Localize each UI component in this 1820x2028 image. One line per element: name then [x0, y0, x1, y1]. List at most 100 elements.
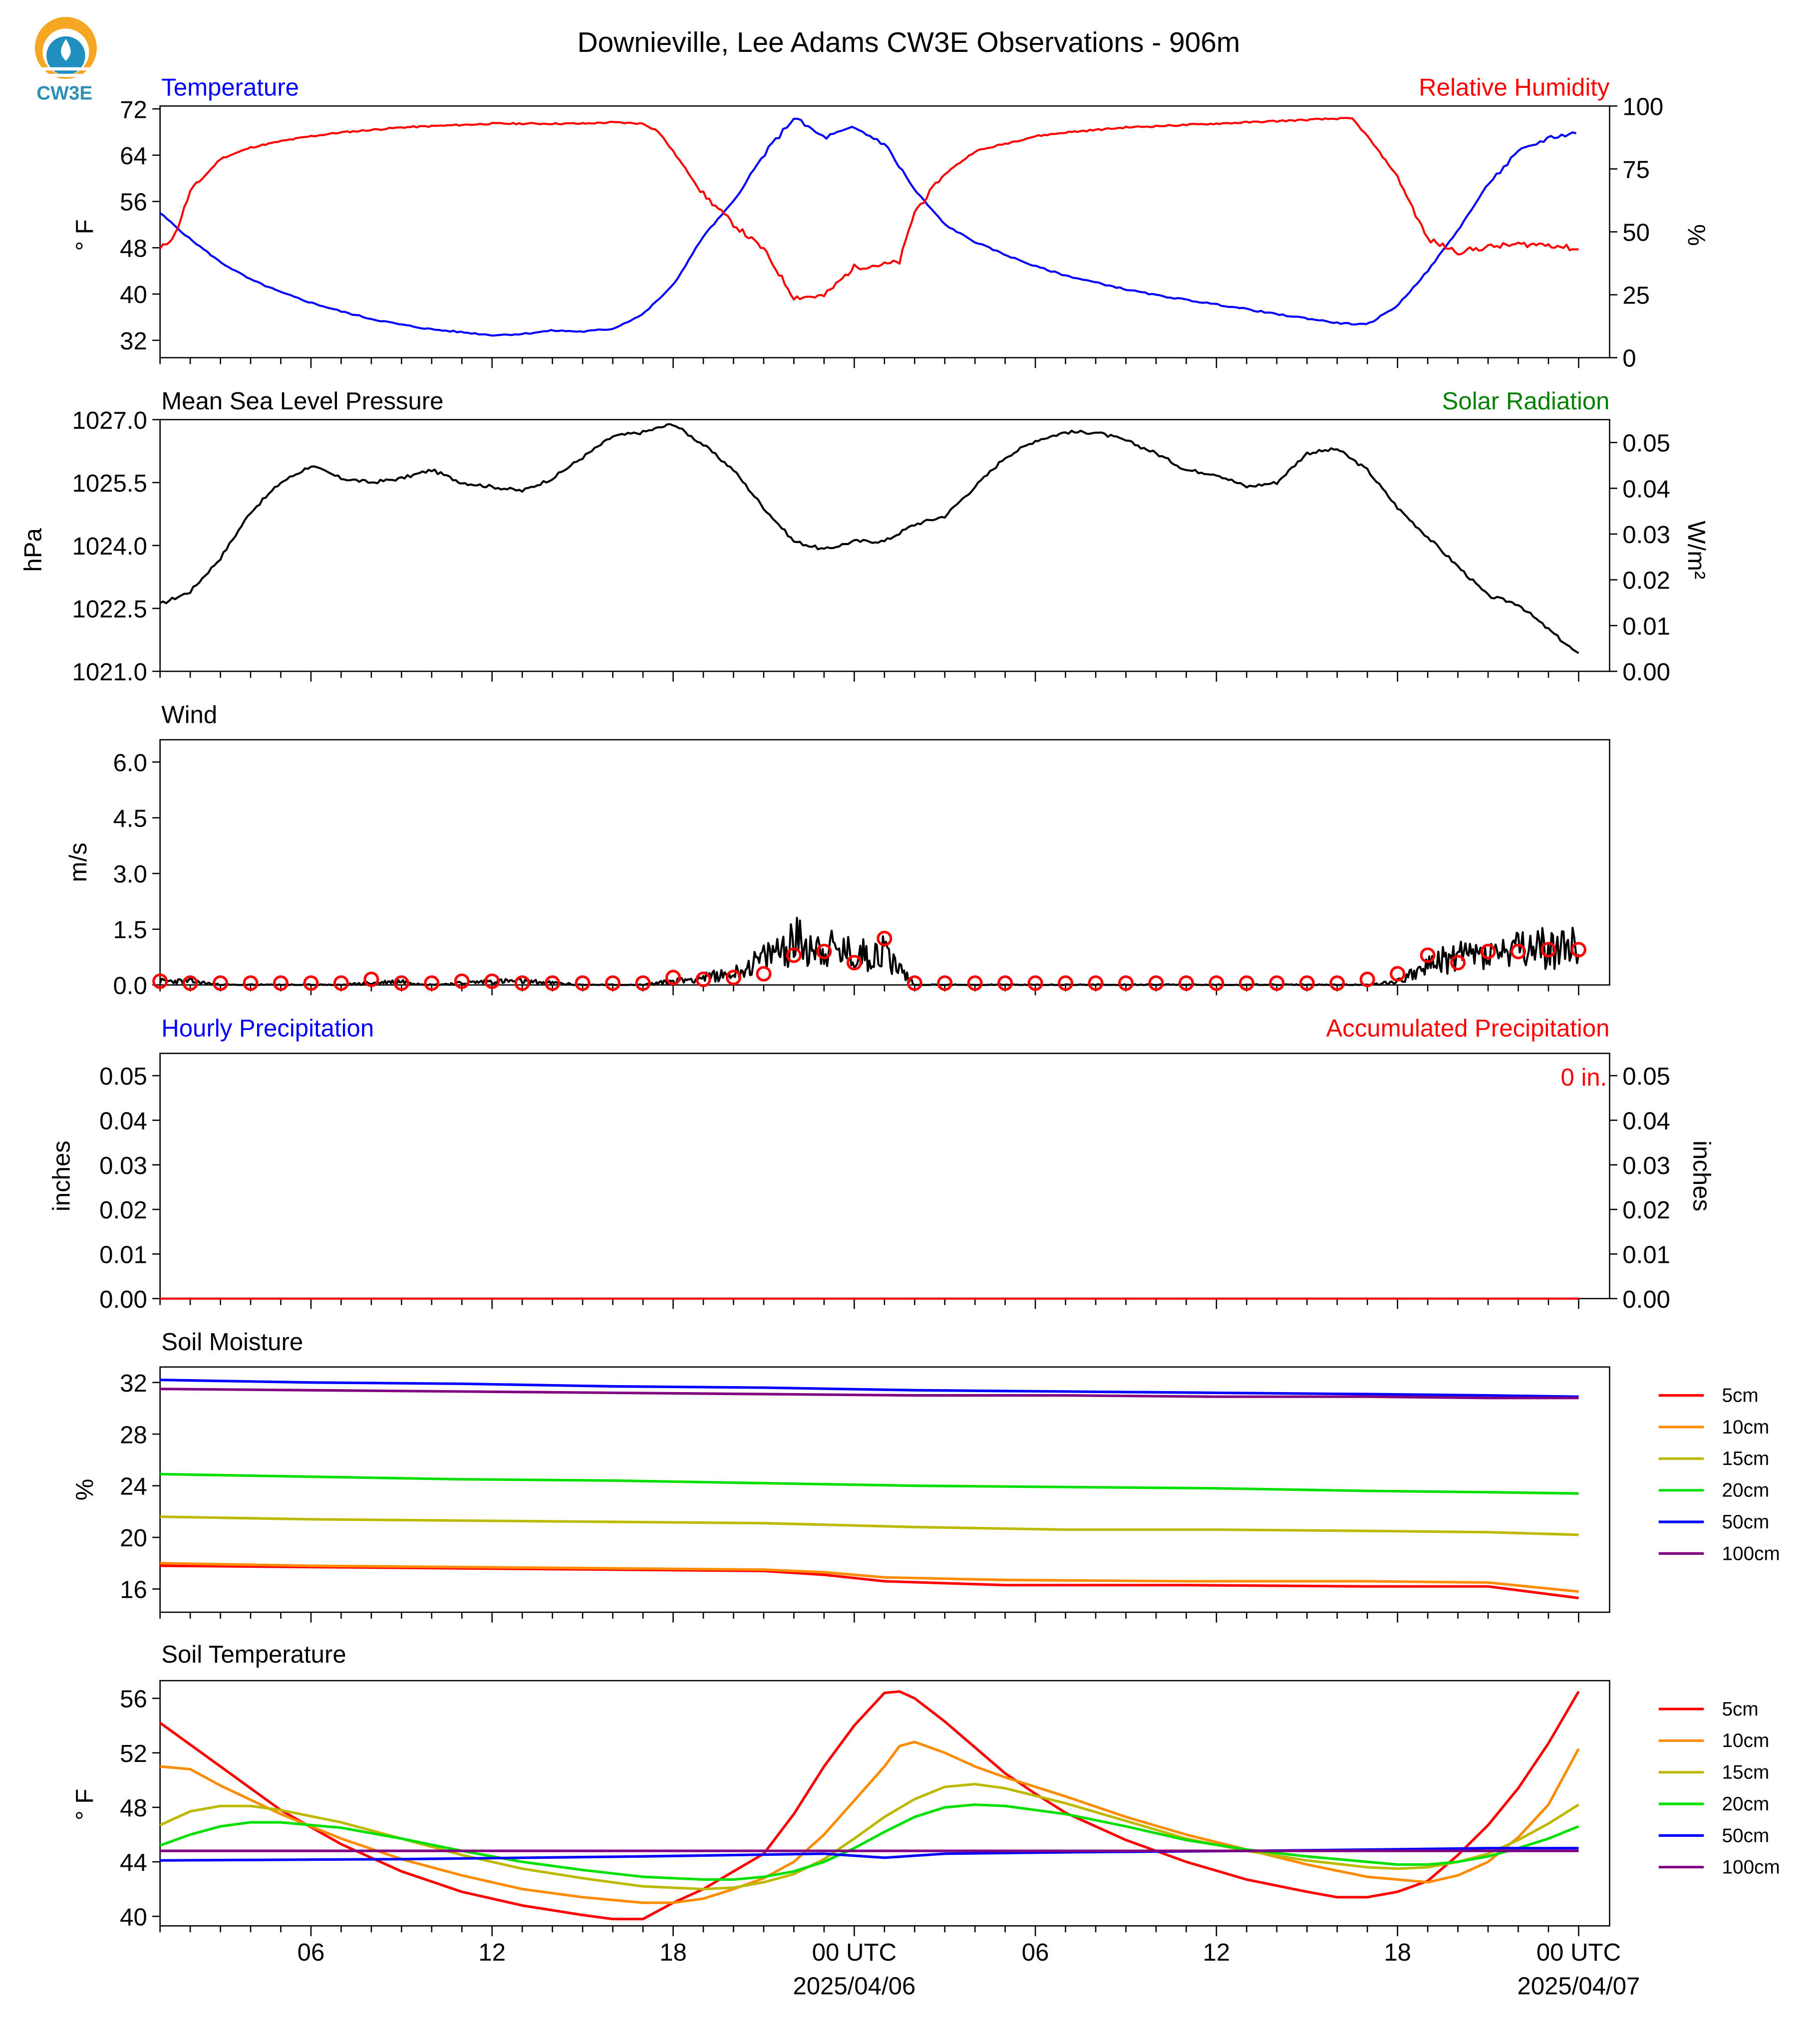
- y-tick-label: 0.02: [99, 1197, 147, 1224]
- y2-tick-label: 0.03: [1622, 1153, 1670, 1179]
- gust-marker: [1027, 975, 1043, 991]
- plot-frame: [159, 419, 1610, 672]
- series-line-20cm: [159, 1803, 1579, 1881]
- y-tick-label: 56: [120, 189, 147, 216]
- series-line-5cm: [159, 1690, 1580, 1921]
- y-tick-label: 40: [120, 1904, 147, 1931]
- y-tick-label: 6.0: [113, 750, 147, 777]
- y-tick-label: 0.00: [99, 1286, 147, 1313]
- plot-frame: [159, 1053, 1610, 1299]
- gust-marker: [1088, 975, 1104, 991]
- page-title: Downieville, Lee Adams CW3E Observations…: [578, 27, 1240, 58]
- x-tick-label: 00 UTC: [1536, 1939, 1621, 1966]
- x-axis-labels: 06 12 18 00 UTC 2025/04/06 06 12 18 00 UTC 2025/0…: [298, 1939, 1640, 2000]
- y-tick-label: 24: [120, 1473, 147, 1500]
- y-tick-label: 1022.5: [72, 596, 147, 623]
- y2-tick-label: 0: [1622, 345, 1636, 372]
- soil-moisture-title: Soil Moisture: [161, 1329, 303, 1356]
- gust-marker: [665, 969, 681, 985]
- y2-tick-label: 0.02: [1622, 1197, 1670, 1224]
- humidity-ylabel: %: [1683, 224, 1710, 246]
- gust-marker: [213, 975, 229, 991]
- legend-label: 20cm: [1722, 1793, 1769, 1815]
- soil-moisture-legend: 5cm 10cm 15cm 20cm 50cm 100cm: [1658, 1385, 1780, 1564]
- y2-tick-label: 0.05: [1622, 430, 1670, 457]
- temperature-plot: 32 40 48 56 64 72 0 25 50 75 100: [120, 93, 1663, 372]
- y2-tick-label: 100: [1622, 93, 1663, 120]
- y-tick-label: 1.5: [113, 917, 147, 944]
- gust-marker: [152, 973, 168, 989]
- gust-marker: [1269, 975, 1285, 991]
- y-tick-label: 64: [120, 143, 147, 170]
- y-tick-label: 0.04: [99, 1108, 147, 1135]
- series-line-100cm: [160, 1388, 1579, 1400]
- gust-marker: [243, 975, 259, 991]
- gust-marker: [816, 943, 832, 959]
- legend-label: 15cm: [1722, 1762, 1769, 1783]
- series-line-wind: [159, 916, 1580, 986]
- gust-marker: [997, 975, 1013, 991]
- x-tick-label: 18: [659, 1939, 687, 1966]
- y-tick-label: 0.0: [113, 972, 147, 999]
- y-tick-label: 0.01: [99, 1241, 147, 1268]
- gust-marker: [605, 975, 621, 991]
- y-tick-label: 72: [120, 96, 147, 123]
- legend-label: 100cm: [1722, 1857, 1780, 1878]
- y-tick-label: 16: [120, 1577, 147, 1604]
- plot-frame: [159, 1366, 1610, 1613]
- y-tick-label: 20: [120, 1525, 147, 1552]
- x-tick-date: 2025/04/06: [793, 1973, 915, 2000]
- gust-marker: [545, 975, 561, 991]
- legend-label: 20cm: [1722, 1480, 1769, 1501]
- gust-marker: [786, 947, 802, 963]
- gust-marker: [1058, 975, 1074, 991]
- gust-marker: [484, 973, 500, 989]
- wind-title: Wind: [161, 701, 217, 728]
- gust-marker: [333, 975, 349, 991]
- cw3e-logo: [34, 16, 97, 79]
- gust-marker: [695, 971, 711, 987]
- series-line-temperature: [159, 117, 1577, 337]
- x-tick-date: 2025/04/07: [1517, 1973, 1640, 2000]
- gust-marker: [1540, 942, 1556, 958]
- gust-marker: [725, 969, 741, 985]
- soil-temp-ylabel: ° F: [71, 1789, 98, 1820]
- gust-marker: [182, 975, 198, 991]
- y2-tick-label: 0.05: [1622, 1063, 1670, 1090]
- y-tick-label: 32: [120, 328, 147, 355]
- legend-label: 10cm: [1722, 1417, 1769, 1438]
- soil-temp-title: Soil Temperature: [161, 1641, 346, 1668]
- gust-marker: [1480, 943, 1496, 959]
- series-line-20cm: [160, 1472, 1579, 1495]
- gust-marker: [514, 975, 530, 991]
- legend-label: 10cm: [1722, 1730, 1769, 1751]
- y2-tick-label: 0.03: [1622, 522, 1670, 549]
- x-tick-label: 06: [1022, 1939, 1049, 1966]
- gust-marker: [1209, 975, 1224, 991]
- y2-tick-label: 0.00: [1622, 659, 1670, 686]
- gust-marker: [937, 975, 953, 991]
- soil-moisture-plot: 16 20 24 28 32: [120, 1366, 1610, 1623]
- soil-temp-legend: 5cm 10cm 15cm 20cm 50cm 100cm: [1658, 1699, 1780, 1878]
- gust-marker: [424, 975, 440, 991]
- solar-title: Solar Radiation: [1442, 388, 1610, 415]
- y-tick-label: 40: [120, 282, 147, 308]
- pressure-plot: 1021.0 1022.5 1024.0 1025.5 1027.0 0.00 0.01 0.…: [72, 407, 1670, 686]
- y-tick-label: 28: [120, 1422, 147, 1449]
- y-tick-label: 4.5: [113, 805, 147, 832]
- gust-marker: [303, 975, 319, 991]
- y-tick-label: 1024.0: [72, 533, 147, 560]
- gust-marker: [1511, 943, 1526, 959]
- accum-precip-value: 0 in.: [1560, 1064, 1607, 1091]
- soil-moisture-ylabel: %: [71, 1479, 98, 1501]
- series-line-relative-humidity: [159, 117, 1579, 301]
- precip-y2label: inches: [1688, 1141, 1715, 1211]
- y-tick-label: 1025.5: [72, 470, 147, 497]
- gust-marker: [454, 973, 470, 989]
- gust-marker: [756, 966, 772, 982]
- y2-tick-label: 0.00: [1622, 1286, 1670, 1313]
- solar-ylabel: W/m²: [1683, 521, 1710, 579]
- gust-marker: [575, 975, 591, 991]
